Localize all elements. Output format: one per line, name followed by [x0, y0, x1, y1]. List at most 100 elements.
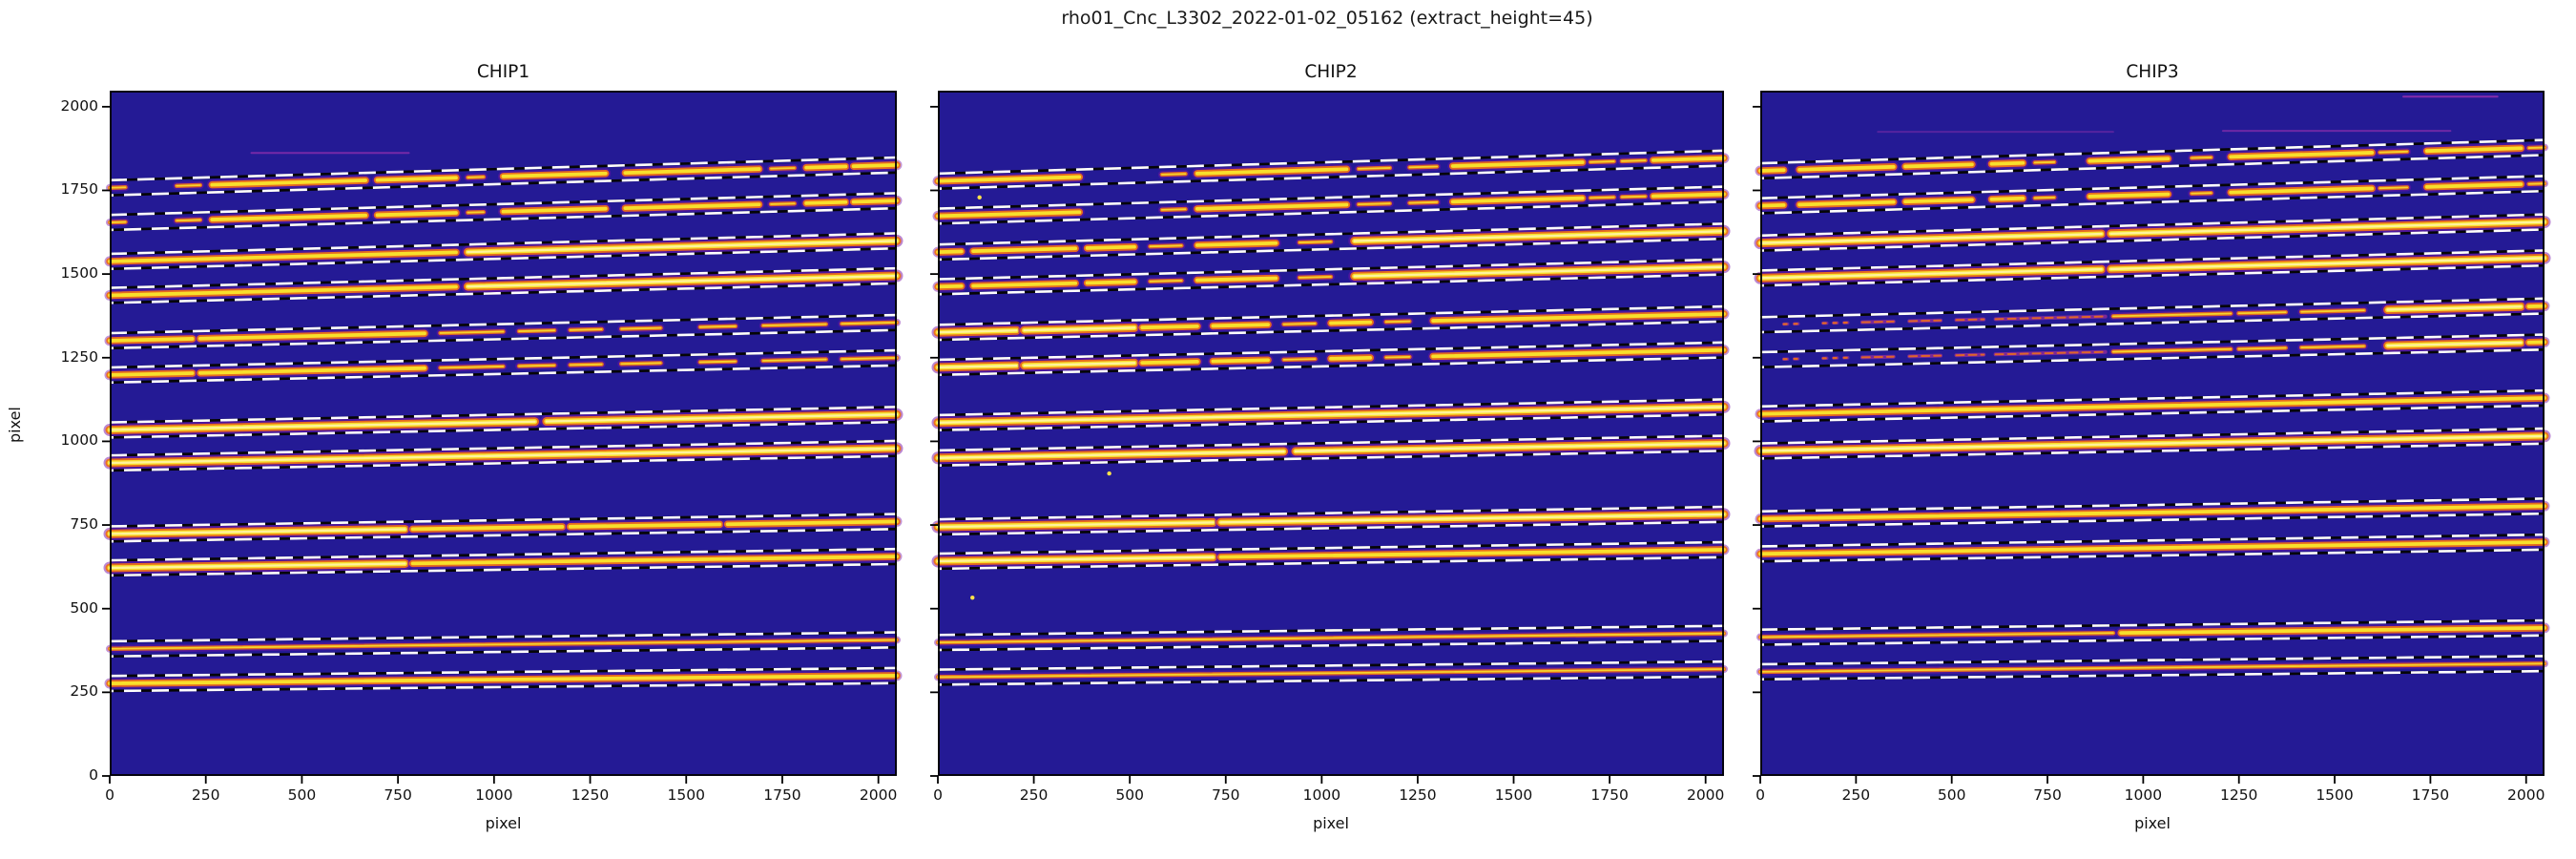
x-tick-label: 1000: [1302, 786, 1341, 804]
order-trace-segment: [1758, 434, 2546, 452]
x-tick-label: 2000: [2507, 786, 2545, 804]
order-trace-segment: [1860, 320, 1895, 324]
order-trace-segment: [1758, 232, 2103, 244]
order-trace-segment: [1294, 442, 1726, 452]
x-tick-label: 500: [287, 786, 317, 804]
extraction-window-line-dashed: [937, 258, 1725, 281]
order-trace-segment: [1160, 173, 1187, 176]
order-trace-segment: [936, 406, 1726, 424]
order-trace-segment: [467, 274, 899, 288]
order-trace-segment: [1589, 196, 1615, 199]
order-trace-segment: [569, 328, 603, 331]
order-trace-segment: [1384, 320, 1411, 324]
order-trace-segment: [108, 371, 195, 377]
y-tick-label: 2000: [60, 96, 98, 115]
order-trace-segment: [841, 357, 898, 361]
x-tick-label: 1250: [2219, 786, 2258, 804]
order-trace-segment: [2109, 257, 2546, 271]
extraction-window-line-dashed: [937, 149, 1725, 176]
order-trace-segment: [1140, 359, 1199, 366]
extraction-window-line-dashed: [109, 266, 898, 289]
order-trace-segment: [2191, 157, 2212, 159]
x-tick-label: 0: [933, 786, 943, 804]
order-trace-segment: [1651, 156, 1726, 162]
x-tick-label: 1250: [571, 786, 610, 804]
order-trace-segment: [1195, 276, 1278, 283]
order-trace-dotted: [1821, 356, 1852, 360]
y-tick-label: 750: [70, 515, 98, 534]
chip1-detector-image: [102, 91, 904, 784]
x-tick-label: 500: [1937, 786, 1966, 804]
extraction-window-line-dashed: [1759, 263, 2545, 287]
extraction-window-line-dashed: [109, 364, 898, 385]
extraction-window-line-dashed: [937, 273, 1725, 296]
order-trace-segment: [2424, 182, 2524, 189]
order-trace-segment: [1219, 513, 1726, 524]
order-trace-segment: [1195, 167, 1349, 176]
y-axis-label: pixel: [6, 407, 24, 443]
order-trace-segment: [501, 171, 608, 178]
x-tick-label: 2000: [1686, 786, 1725, 804]
order-trace-segment: [108, 673, 899, 685]
order-trace-segment: [1195, 241, 1278, 247]
order-trace-segment: [1589, 160, 1615, 163]
order-trace-segment: [761, 323, 827, 327]
order-trace-segment: [2088, 157, 2171, 163]
order-trace-dotted: [1821, 321, 1852, 325]
order-trace-segment: [210, 213, 368, 221]
x-tick-label: 1500: [1494, 786, 1533, 804]
order-trace-segment: [569, 363, 603, 367]
order-trace-segment: [1908, 354, 1942, 358]
extraction-window-line-dashed: [937, 660, 1725, 671]
extraction-window-line-dashed: [109, 206, 898, 232]
order-trace-segment: [1758, 540, 2546, 556]
x-tick-label: 1000: [2124, 786, 2163, 804]
order-trace-segment: [936, 555, 1215, 563]
y-tick-label: 1250: [60, 347, 98, 366]
order-trace-segment: [375, 176, 458, 182]
order-trace-segment: [936, 175, 1082, 183]
extraction-window-line-dashed: [937, 164, 1725, 190]
extraction-window-line-dashed: [1759, 189, 2545, 215]
chip2-detector-image: [930, 91, 1731, 784]
extraction-window-line-dashed: [1759, 333, 2545, 354]
order-trace-segment: [1140, 324, 1199, 330]
order-trace-segment: [197, 366, 426, 375]
extraction-window-line-dashed: [1759, 442, 2545, 460]
order-trace-segment: [1758, 396, 2546, 416]
order-trace-segment: [210, 178, 368, 187]
order-trace-segment: [2229, 151, 2375, 159]
order-trace-segment: [1903, 162, 1974, 169]
extraction-window-line-dashed: [1759, 138, 2545, 165]
x-tick-label: 2000: [859, 786, 898, 804]
axes-spine: [938, 91, 1724, 776]
extraction-window-line-dashed: [937, 434, 1725, 452]
order-trace-segment: [1797, 199, 1896, 207]
extraction-window-line-dashed: [109, 631, 898, 643]
extraction-window-line-dashed: [937, 639, 1725, 652]
order-trace-segment: [770, 202, 796, 205]
extraction-window-line-dashed: [937, 200, 1725, 225]
extraction-window-line-dashed: [109, 406, 898, 424]
order-trace-segment: [1085, 244, 1136, 250]
y-tick-label: 250: [70, 682, 98, 701]
extraction-window-line-dashed: [1759, 213, 2545, 238]
order-trace-segment: [936, 364, 1018, 369]
cosmic-ray-dot: [1107, 471, 1111, 476]
order-trace-segment: [2379, 150, 2409, 154]
order-trace-segment: [1758, 202, 1786, 208]
order-trace-segment: [804, 164, 848, 170]
order-trace-segment: [2033, 196, 2056, 199]
cosmic-ray-dot: [970, 595, 975, 600]
order-trace-segment: [937, 668, 1725, 679]
order-trace-segment: [2386, 305, 2523, 311]
extraction-window-line-dashed: [109, 547, 898, 562]
order-trace-segment: [176, 184, 201, 187]
extraction-window-line-dashed: [109, 562, 898, 577]
extraction-window-line-dashed: [109, 246, 898, 271]
order-trace-segment: [1450, 196, 1585, 204]
order-trace-segment: [2191, 192, 2212, 195]
order-trace-segment: [851, 199, 899, 204]
order-trace-segment: [1357, 202, 1391, 206]
order-trace-segment: [1353, 265, 1726, 278]
